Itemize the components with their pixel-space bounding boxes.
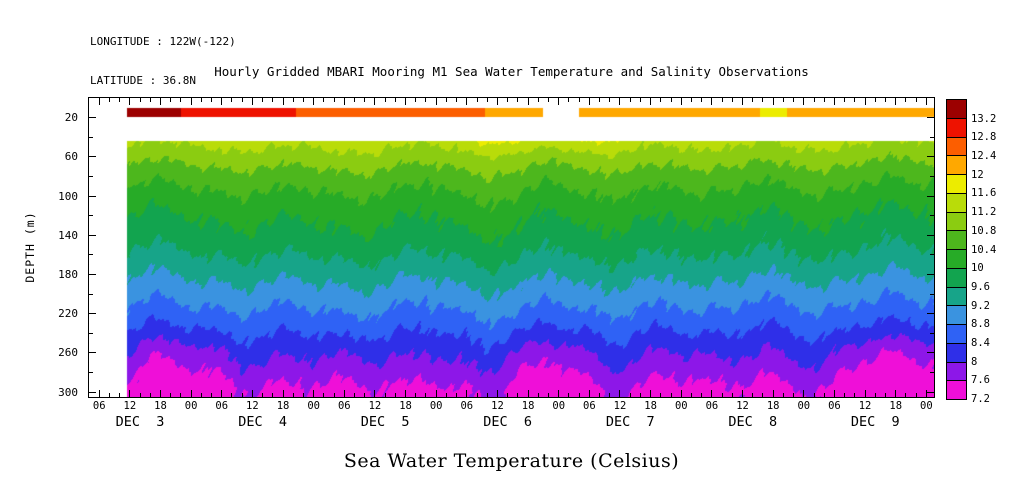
colorbar-cell	[947, 267, 966, 287]
x-axis-hour-label: 18	[644, 400, 657, 412]
x-axis-hour-label: 00	[674, 400, 688, 412]
x-axis-hour-label: 06	[583, 400, 596, 412]
colorbar-tick-label: 12.8	[971, 131, 997, 144]
colorbar-tick-label: 7.2	[971, 393, 990, 405]
colorbar-cell	[947, 192, 966, 212]
x-axis-hour-label: 18	[766, 400, 780, 412]
x-axis-hour-label: 18	[276, 400, 290, 412]
colorbar-cell	[947, 230, 966, 249]
x-axis-hour-label: 12	[368, 400, 382, 412]
x-axis-hour-label: 06	[215, 400, 229, 412]
y-axis-tick-label: 260	[58, 346, 78, 360]
x-axis-date-label: DEC 5	[360, 414, 410, 430]
colorbar-tick-label: 11.6	[971, 187, 997, 200]
y-axis-tick-label: 220	[58, 307, 78, 321]
x-axis-date-label: DEC 9	[850, 414, 900, 430]
plot-area	[88, 97, 935, 398]
longitude-label: LONGITUDE : 122W(-122)	[90, 35, 236, 48]
colorbar-cell	[947, 249, 966, 268]
colorbar-cell	[947, 324, 966, 343]
colorbar-tick-label: 10	[971, 262, 984, 275]
x-axis-hour-label: 06	[705, 400, 719, 412]
x-axis-hour-label: 00	[307, 400, 320, 412]
colorbar-cells	[947, 100, 966, 399]
colorbar-cell	[947, 286, 966, 306]
x-axis-hour-label: 12	[858, 400, 872, 412]
x-axis-hour-label: 00	[184, 400, 198, 412]
x-axis-hour-label: 00	[797, 400, 811, 412]
colorbar-cell	[947, 305, 966, 324]
x-axis-hour-label: 06	[460, 400, 474, 412]
x-axis-hour-labels: 06 12 18 00 06 12 18 00 06 12 18 00 06 12 18 00 06 12 18 00…	[89, 400, 934, 413]
x-axis-hour-label: 12	[491, 400, 504, 412]
x-axis-date-label: DEC 3	[115, 414, 165, 430]
x-axis-date-labels: DEC 3 DEC 4 DEC 5 DEC 6 DEC 7 DEC 8 DEC 9	[89, 414, 934, 432]
x-axis-hour-label: 06	[337, 400, 351, 412]
colorbar-tick-label: 8	[971, 355, 978, 368]
x-axis-hour-label: 12	[246, 400, 259, 412]
x-axis-hour-label: 06	[92, 400, 106, 412]
x-axis-hour-label: 00	[920, 400, 933, 412]
colorbar-tick-label: 12	[971, 168, 984, 181]
x-axis-hour-label: 18	[521, 400, 535, 412]
x-axis-hour-label: 12	[613, 400, 627, 412]
colorbar-tick-label: 7.6	[971, 374, 990, 387]
temperature-heatmap-canvas	[89, 98, 934, 397]
x-axis-hour-label: 00	[552, 400, 566, 412]
latitude-label: LATITUDE : 36.8N	[90, 74, 196, 87]
y-axis-tick-label: 140	[58, 228, 78, 242]
colorbar-labels: 13.2 12.8 12.4 12 11.6 11.2 10.8 10.4 10 9.6 9.2 8.…	[971, 100, 1007, 405]
y-axis-tick-label: 20	[64, 111, 78, 125]
colorbar-cell	[947, 174, 966, 193]
x-axis-date-label: DEC 7	[605, 414, 655, 430]
y-axis-tick-label: 100	[58, 189, 78, 203]
colorbar-cell	[947, 211, 966, 231]
colorbar	[946, 99, 967, 400]
y-axis-tick-labels: 20 60 100 140 180 220 260 300	[44, 98, 84, 399]
y-axis-title: DEPTH (m)	[23, 211, 37, 283]
x-axis-hour-label: 00	[429, 400, 443, 412]
colorbar-cell	[947, 155, 966, 174]
colorbar-tick-label: 12.4	[971, 150, 997, 163]
colorbar-cell	[947, 136, 966, 156]
y-axis-tick-label: 60	[64, 150, 78, 164]
colorbar-tick-label: 8.8	[971, 318, 990, 331]
colorbar-cell	[947, 380, 966, 399]
y-axis-tick-label: 180	[58, 267, 78, 281]
x-axis-hour-label: 18	[154, 400, 167, 412]
colorbar-tick-label: 8.4	[971, 336, 990, 349]
x-axis-date-label: DEC 6	[483, 414, 533, 430]
y-axis-tick-label: 300	[58, 385, 78, 399]
x-axis-date-label: DEC 4	[238, 414, 287, 430]
x-axis-date-label: DEC 8	[728, 414, 778, 430]
x-axis-hour-label: 18	[399, 400, 412, 412]
colorbar-tick-label: 10.8	[971, 224, 997, 237]
colorbar-tick-label: 9.6	[971, 280, 990, 293]
colorbar-tick-label: 10.4	[971, 243, 997, 256]
colorbar-cell	[947, 100, 966, 118]
x-axis-hour-label: 18	[889, 400, 903, 412]
x-axis-hour-label: 12	[736, 400, 749, 412]
colorbar-cell	[947, 361, 966, 381]
colorbar-cell	[947, 117, 966, 137]
colorbar-tick-label: 13.2	[971, 112, 997, 125]
colorbar-tick-label: 11.2	[971, 206, 997, 219]
variable-caption: Sea Water Temperature (Celsius)	[343, 450, 680, 472]
colorbar-cell	[947, 342, 966, 362]
colorbar-tick-label: 9.2	[971, 299, 990, 312]
x-axis-hour-label: 12	[123, 400, 137, 412]
plot-title: Hourly Gridded MBARI Mooring M1 Sea Wate…	[214, 64, 809, 79]
x-axis-hour-label: 06	[828, 400, 841, 412]
